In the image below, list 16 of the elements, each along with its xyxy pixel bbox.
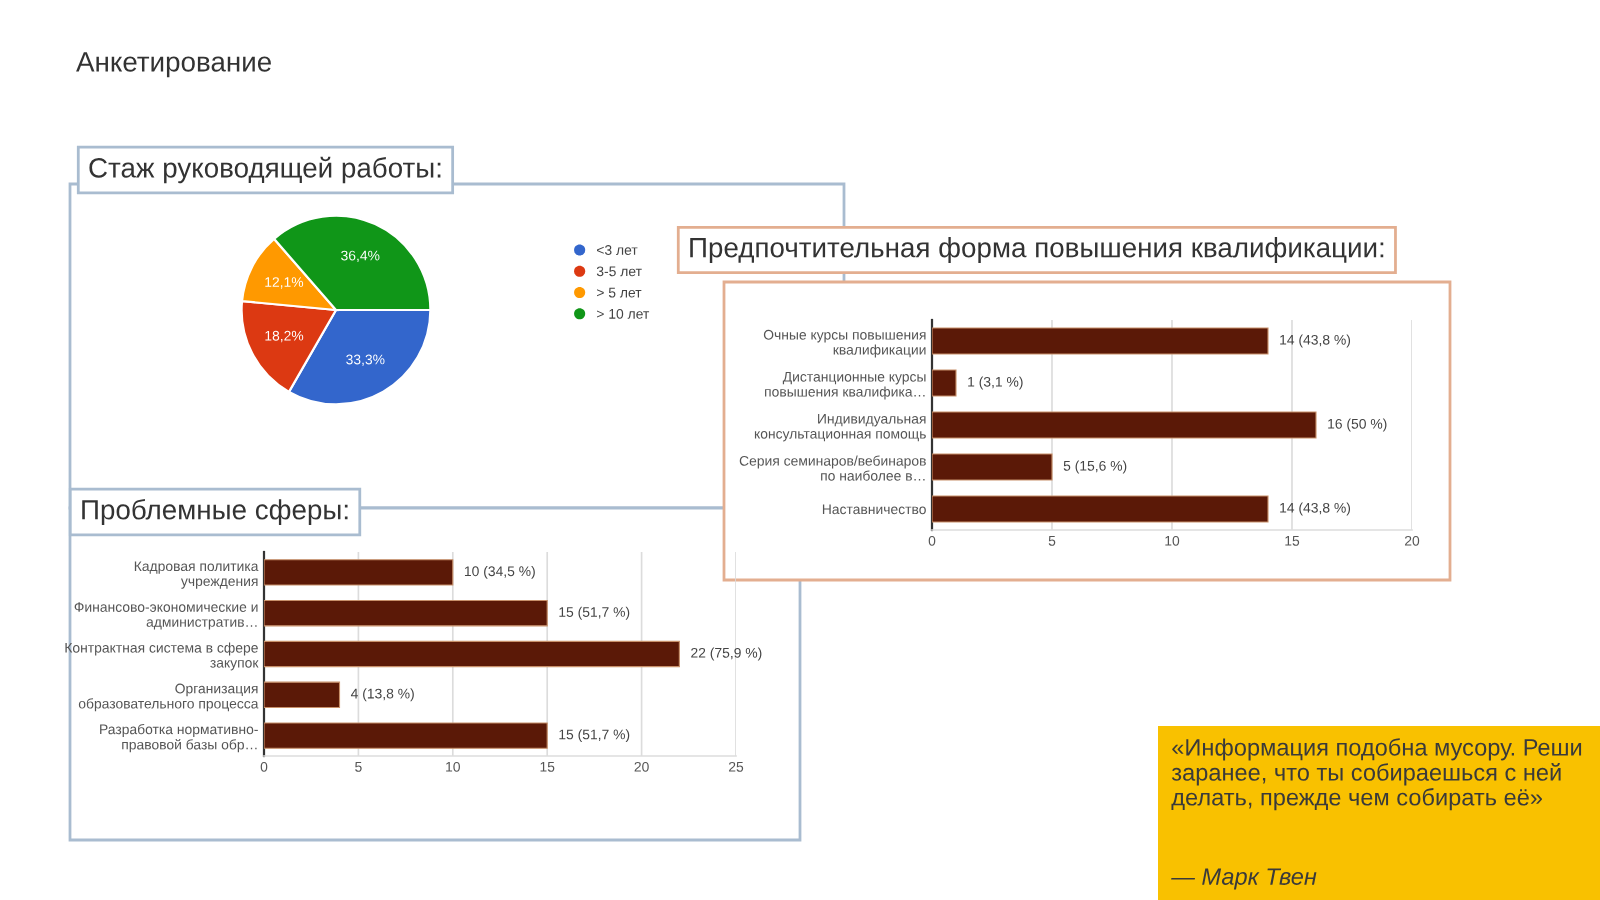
bar (932, 453, 1053, 481)
bar (932, 411, 1317, 439)
bar (264, 640, 680, 668)
chart-title: Предпочтительная форма повышения квалификации: (690, 237, 1384, 263)
bar (932, 327, 1269, 355)
text: «Информация подобна мусору. Реши заранее, что ты собираешься с ней делать, прежде чем собирать её» (1171, 738, 1582, 811)
bar (932, 369, 957, 397)
chart-title: Стаж руководящей работы: (89, 156, 441, 184)
text: Анкетирование (76, 52, 271, 78)
bar (264, 599, 548, 627)
chart-title: Проблемные сферы: (82, 498, 348, 526)
bar (264, 681, 341, 709)
text: — Марк Твен (1171, 868, 1317, 890)
bar (932, 495, 1269, 523)
bar (264, 559, 454, 586)
bar (264, 722, 548, 749)
